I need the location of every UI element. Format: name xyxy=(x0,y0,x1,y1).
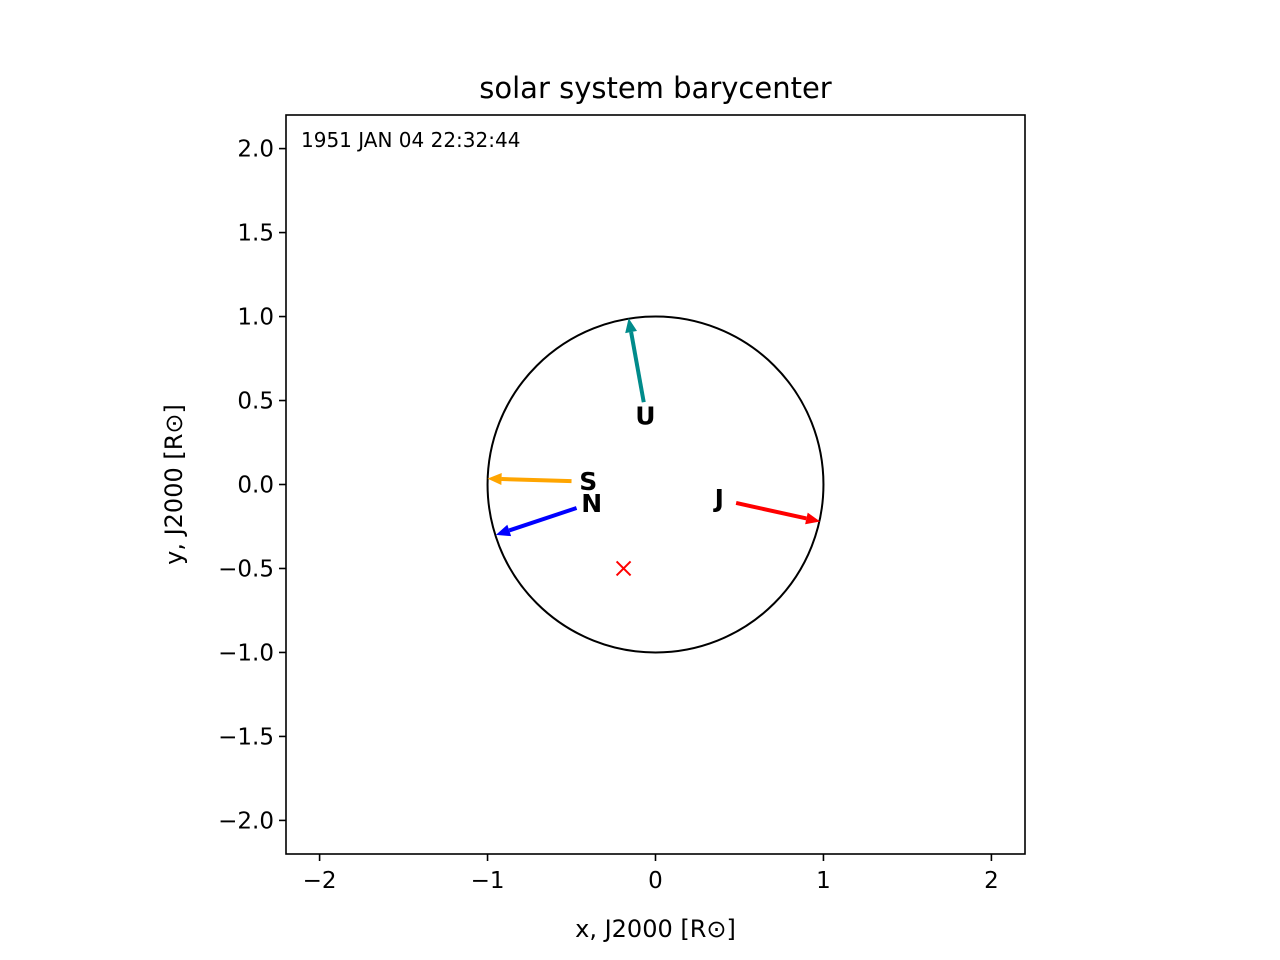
plot-frame xyxy=(285,114,1026,855)
date-annotation: 1951 JAN 04 22:32:44 xyxy=(301,128,520,152)
arrow-s xyxy=(487,473,572,486)
y-tick-label: −2.0 xyxy=(218,808,274,834)
y-tick-label: 2.0 xyxy=(237,137,274,163)
y-tick-label: 1.5 xyxy=(237,221,274,247)
planet-label-u: U xyxy=(635,402,655,431)
planet-label-s: S xyxy=(579,467,597,496)
planet-label-j: J xyxy=(713,484,724,513)
planet-label-n: N xyxy=(581,489,602,518)
arrow-shaft xyxy=(735,501,807,521)
y-tick-label: −0.5 xyxy=(218,556,274,582)
y-tick-label: −1.0 xyxy=(218,640,274,666)
plot-area xyxy=(286,115,1025,854)
arrow-head xyxy=(805,512,821,525)
arrow-u xyxy=(625,318,646,403)
y-tick-label: 0.0 xyxy=(237,473,274,499)
arrow-head xyxy=(625,318,638,334)
y-tick-label: 0.5 xyxy=(237,389,274,415)
y-tick-label: −1.5 xyxy=(218,724,274,750)
y-axis-label: y, J2000 [R⊙] xyxy=(160,404,188,565)
x-tick-label: 0 xyxy=(648,868,663,894)
arrow-shaft xyxy=(508,506,578,533)
x-tick-label: −2 xyxy=(303,868,337,894)
arrow-shaft xyxy=(629,331,646,403)
x-tick-label: 2 xyxy=(984,868,999,894)
y-tick-label: 1.0 xyxy=(237,305,274,331)
arrow-head xyxy=(487,473,502,486)
barycenter-marker xyxy=(615,560,632,577)
chart-title: solar system barycenter xyxy=(479,71,832,105)
arrow-j xyxy=(735,501,821,525)
x-tick-label: 1 xyxy=(816,868,831,894)
x-tick-label: −1 xyxy=(471,868,505,894)
arrow-shaft xyxy=(501,477,572,484)
x-axis-label: x, J2000 [R⊙] xyxy=(575,915,736,943)
arrow-head xyxy=(495,524,512,537)
arrow-n xyxy=(495,506,578,537)
sun-circle xyxy=(486,315,825,654)
